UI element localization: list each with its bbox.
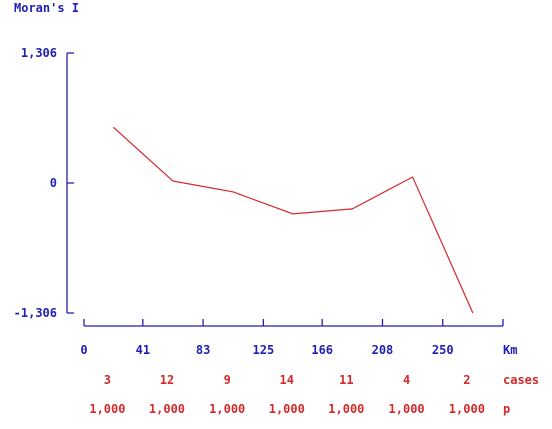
- p-value: 1,000: [449, 402, 485, 416]
- y-tick-label: 0: [50, 176, 57, 190]
- cases-row: 3 12 9 14 11 4 2: [104, 373, 471, 387]
- x-tick-label: 41: [136, 343, 150, 357]
- p-value: 1,000: [389, 402, 425, 416]
- p-value: 1,000: [209, 402, 245, 416]
- p-value: 1,000: [328, 402, 364, 416]
- series: [113, 126, 474, 314]
- x-tick-label: 83: [196, 343, 210, 357]
- cases-value: 11: [339, 373, 353, 387]
- x-tick-label: 0: [80, 343, 87, 357]
- p-value: 1,000: [269, 402, 305, 416]
- x-ticks: 0 41 83 125 166 208 250: [80, 319, 504, 357]
- p-row-label: p: [503, 402, 510, 416]
- y-ticks: -1,306 0 1,306: [14, 46, 74, 320]
- y-tick-label: 1,306: [21, 46, 57, 60]
- x-tick-label: 208: [372, 343, 394, 357]
- cases-value: 2: [463, 373, 470, 387]
- cases-value: 4: [403, 373, 410, 387]
- p-row: 1,000 1,000 1,000 1,000 1,000 1,000 1,000: [89, 402, 485, 416]
- cases-value: 12: [160, 373, 174, 387]
- y-axis-label: Moran's I: [14, 1, 79, 15]
- x-tick-label: 166: [311, 343, 333, 357]
- p-value: 1,000: [149, 402, 185, 416]
- cases-value: 3: [104, 373, 111, 387]
- x-tick-label: 125: [253, 343, 275, 357]
- series-line: [113, 126, 474, 314]
- cases-row-label: cases: [503, 373, 539, 387]
- p-value: 1,000: [89, 402, 125, 416]
- x-axis-unit-label: Km: [503, 343, 517, 357]
- axes: [66, 53, 503, 327]
- y-tick-label: -1,306: [14, 306, 57, 320]
- x-tick-label: 250: [432, 343, 454, 357]
- cases-value: 9: [224, 373, 231, 387]
- cases-value: 14: [280, 373, 294, 387]
